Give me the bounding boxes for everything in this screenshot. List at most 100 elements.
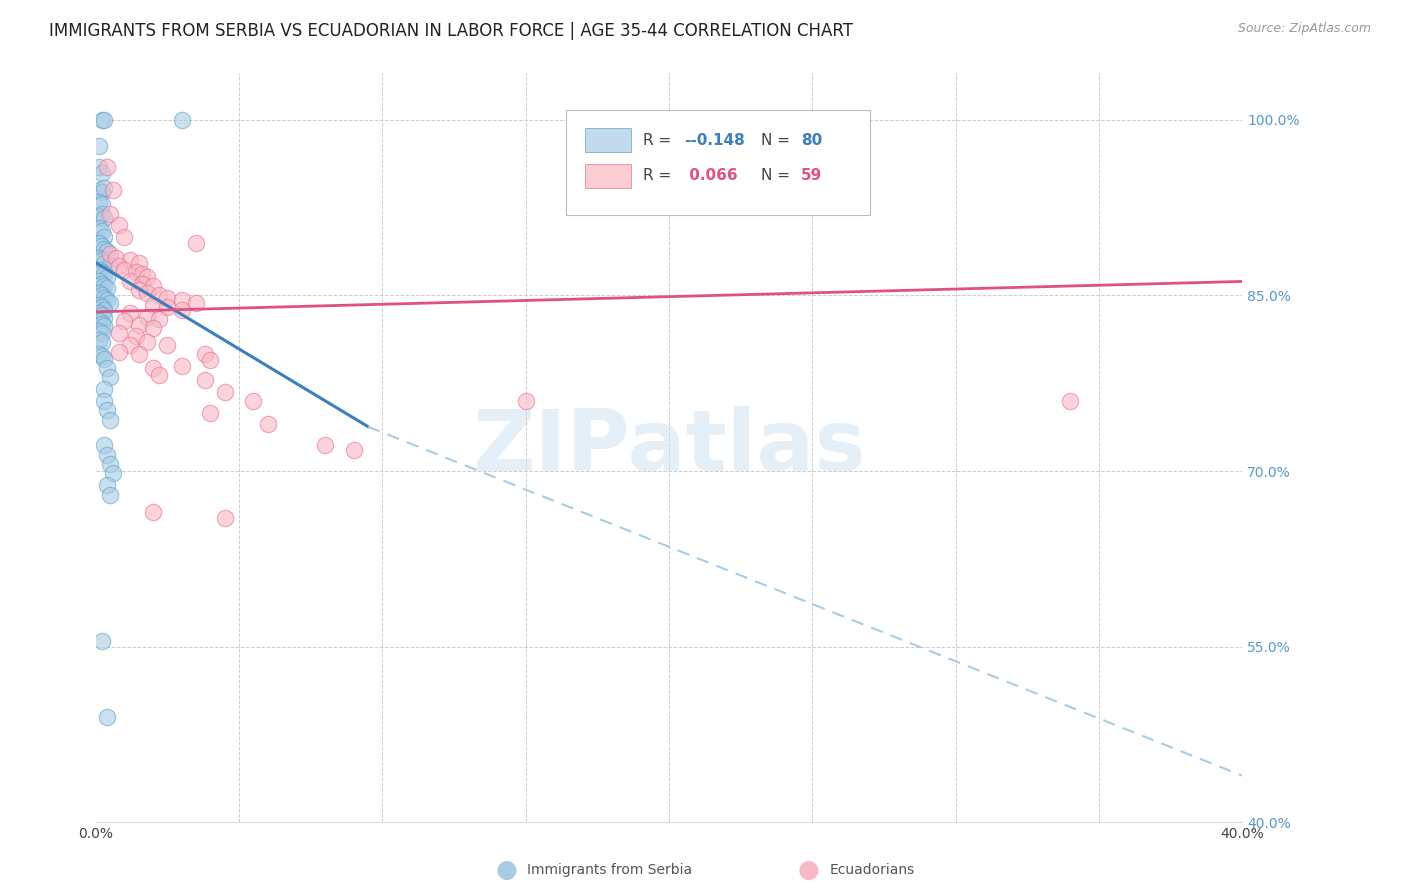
Point — [142, 298, 165, 312]
Point — [148, 312, 170, 326]
Point — [90, 165, 112, 179]
Point — [200, 406, 222, 420]
Point — [128, 347, 150, 361]
Text: 59: 59 — [801, 169, 823, 183]
Point — [87, 220, 110, 235]
Point — [90, 239, 112, 253]
Point — [128, 318, 150, 332]
Point — [343, 443, 366, 458]
Point — [107, 344, 129, 359]
Point — [93, 310, 115, 325]
Point — [98, 487, 121, 501]
Point — [90, 186, 112, 200]
Point — [136, 286, 159, 301]
Point — [87, 286, 110, 301]
Point — [96, 403, 118, 417]
Point — [142, 279, 165, 293]
Point — [96, 448, 118, 462]
Point — [96, 269, 118, 284]
Point — [112, 314, 135, 328]
Point — [98, 457, 121, 471]
Text: Immigrants from Serbia: Immigrants from Serbia — [527, 863, 692, 877]
Point — [90, 326, 112, 340]
Point — [142, 361, 165, 376]
Point — [87, 251, 110, 265]
Point — [96, 281, 118, 295]
Point — [96, 478, 118, 492]
Point — [120, 253, 142, 268]
Point — [90, 350, 112, 364]
Text: ●: ● — [495, 858, 517, 881]
Point — [131, 277, 153, 291]
Point — [96, 244, 118, 258]
Point — [156, 300, 179, 314]
Point — [90, 206, 112, 220]
Point — [170, 293, 193, 308]
Point — [87, 160, 110, 174]
Point — [90, 300, 112, 314]
Point — [1059, 393, 1081, 408]
Text: 0.066: 0.066 — [683, 169, 738, 183]
Point — [87, 194, 110, 209]
Point — [125, 329, 148, 343]
Point — [170, 302, 193, 317]
Point — [93, 230, 115, 244]
Point — [112, 262, 135, 277]
Point — [93, 438, 115, 452]
Point — [128, 283, 150, 297]
Point — [101, 467, 124, 481]
Point — [314, 438, 336, 452]
Point — [87, 183, 110, 197]
Point — [90, 317, 112, 331]
Text: N =: N = — [761, 169, 790, 183]
Text: ZIPatlas: ZIPatlas — [472, 406, 866, 489]
Point — [87, 275, 110, 289]
Point — [90, 335, 112, 350]
Text: N =: N = — [761, 133, 790, 148]
Point — [90, 288, 112, 302]
Point — [98, 295, 121, 310]
Bar — [585, 163, 631, 187]
Point — [120, 337, 142, 351]
Point — [90, 277, 112, 291]
Point — [148, 368, 170, 383]
Point — [87, 324, 110, 338]
Point — [96, 710, 118, 724]
Point — [112, 230, 135, 244]
Text: R =: R = — [643, 169, 676, 183]
FancyBboxPatch shape — [565, 111, 869, 215]
Point — [93, 242, 115, 256]
Point — [214, 384, 236, 399]
Point — [98, 370, 121, 384]
Point — [93, 255, 115, 269]
Point — [104, 251, 127, 265]
Point — [107, 218, 129, 232]
Point — [87, 347, 110, 361]
Point — [170, 112, 193, 127]
Point — [93, 302, 115, 317]
Point — [120, 306, 142, 320]
Point — [107, 259, 129, 273]
Point — [90, 253, 112, 268]
Point — [242, 393, 264, 408]
Point — [96, 160, 118, 174]
Point — [90, 634, 112, 648]
Point — [87, 262, 110, 277]
Point — [87, 209, 110, 223]
Point — [184, 295, 207, 310]
Point — [131, 268, 153, 282]
Text: Source: ZipAtlas.com: Source: ZipAtlas.com — [1237, 22, 1371, 36]
Point — [98, 258, 121, 272]
Point — [87, 235, 110, 250]
Text: Ecuadorians: Ecuadorians — [830, 863, 915, 877]
Point — [107, 326, 129, 340]
Point — [87, 298, 110, 312]
Point — [136, 269, 159, 284]
Point — [184, 235, 207, 250]
Point — [142, 321, 165, 335]
Point — [98, 206, 121, 220]
Point — [87, 314, 110, 328]
Point — [136, 335, 159, 350]
Point — [98, 247, 121, 261]
Point — [128, 255, 150, 269]
